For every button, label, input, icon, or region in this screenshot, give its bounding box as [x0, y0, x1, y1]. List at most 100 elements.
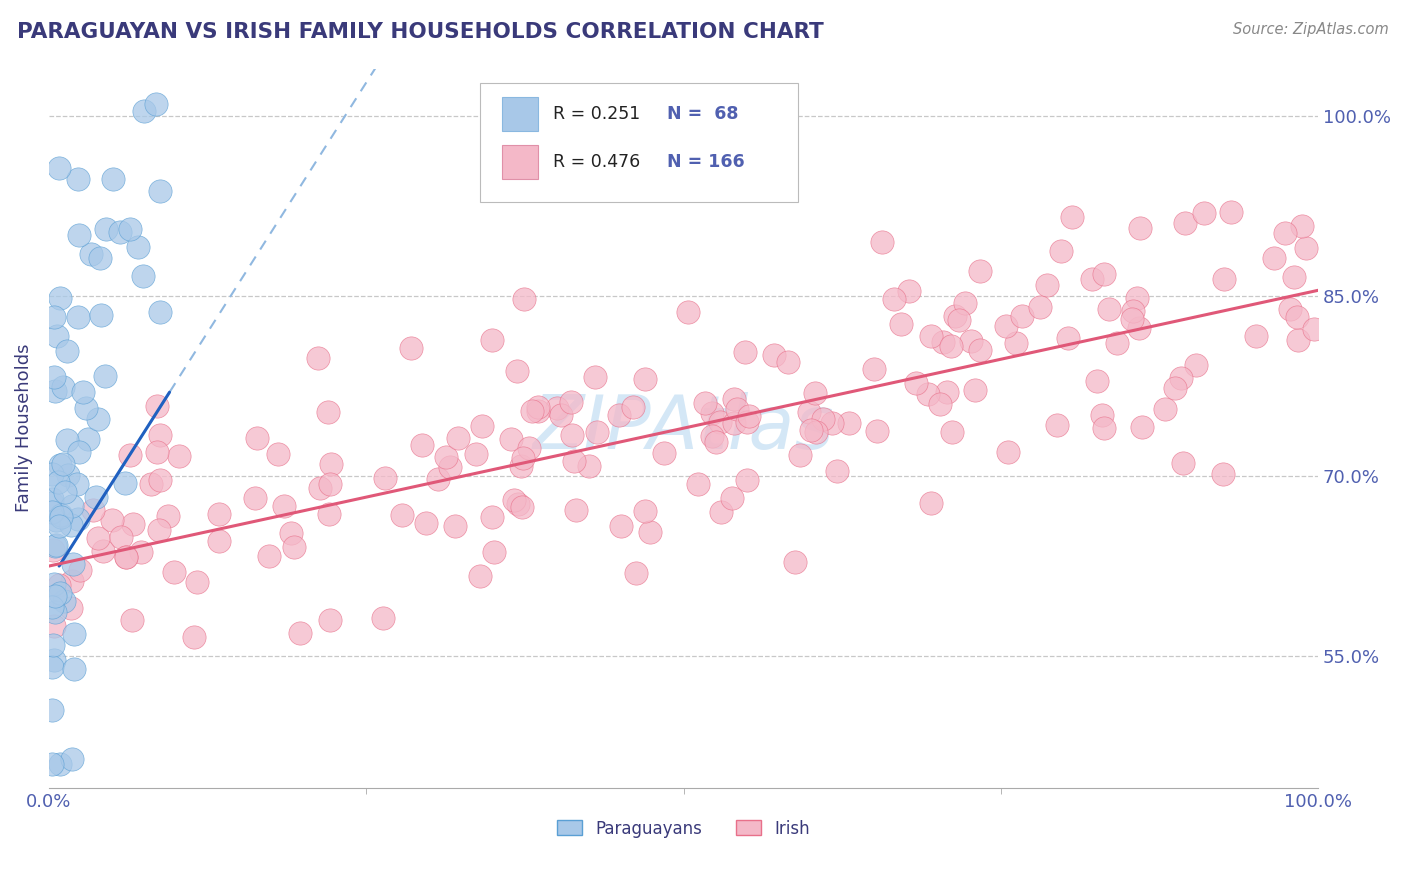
Point [1192, 206, 1215, 220]
Point [704, 435, 727, 450]
Point [56, 344, 79, 359]
Point [156, 509, 179, 524]
Y-axis label: Family Households: Family Households [15, 344, 32, 512]
Point [1286, 310, 1309, 325]
Point [89, 251, 111, 265]
Point [66, 172, 89, 186]
Text: PARAGUAYAN VS IRISH FAMILY HOUSEHOLDS CORRELATION CHART: PARAGUAYAN VS IRISH FAMILY HOUSEHOLDS CO… [17, 22, 824, 42]
Point [1121, 312, 1143, 326]
Point [1125, 292, 1147, 306]
Point [1128, 321, 1150, 335]
Point [447, 432, 470, 446]
Point [41, 467, 63, 481]
Point [51, 509, 73, 524]
Point [510, 458, 533, 473]
Point [994, 319, 1017, 334]
Point [920, 328, 942, 343]
Point [1005, 335, 1028, 350]
Point [1174, 216, 1197, 230]
Point [59, 518, 82, 533]
Point [676, 305, 699, 319]
Text: R = 0.476: R = 0.476 [553, 153, 640, 171]
Point [41, 703, 63, 717]
Point [838, 416, 860, 430]
Point [69, 562, 91, 576]
Point [1263, 251, 1285, 265]
Point [1291, 219, 1313, 233]
Point [969, 343, 991, 357]
Point [318, 405, 340, 419]
Point [60, 574, 83, 588]
Point [115, 549, 138, 564]
Point [75, 401, 97, 415]
Point [1087, 375, 1109, 389]
Point [503, 492, 526, 507]
Point [146, 445, 169, 459]
Point [953, 295, 976, 310]
Point [100, 513, 122, 527]
Point [1244, 329, 1267, 343]
Point [411, 438, 433, 452]
Point [58, 467, 80, 482]
Point [207, 508, 229, 522]
Point [118, 448, 141, 462]
Point [42, 542, 65, 557]
Point [67, 512, 90, 526]
Point [550, 408, 572, 422]
Point [737, 415, 759, 429]
Point [920, 496, 942, 510]
Point [1029, 300, 1052, 314]
Point [1036, 278, 1059, 293]
Point [481, 510, 503, 524]
Point [1279, 302, 1302, 317]
Point [969, 264, 991, 278]
Point [67, 228, 90, 243]
Point [640, 524, 662, 539]
Point [465, 447, 488, 461]
Point [811, 411, 834, 425]
Point [804, 425, 827, 440]
Point [1185, 359, 1208, 373]
Point [52, 380, 75, 394]
Point [997, 445, 1019, 459]
Point [621, 400, 644, 414]
Point [825, 464, 848, 478]
Point [904, 376, 927, 390]
Point [44, 540, 66, 554]
Bar [502, 145, 537, 179]
Point [49, 585, 72, 599]
Point [883, 292, 905, 306]
Point [1173, 456, 1195, 470]
Point [1212, 467, 1234, 482]
Point [48, 518, 70, 533]
Point [607, 409, 630, 423]
Point [1057, 331, 1080, 345]
Point [789, 449, 811, 463]
Point [49, 291, 72, 305]
Point [693, 396, 716, 410]
Point [948, 312, 970, 326]
Point [41, 496, 63, 510]
Point [710, 505, 733, 519]
Point [45, 538, 67, 552]
Point [870, 235, 893, 249]
Point [725, 401, 748, 416]
Point [127, 240, 149, 254]
Point [481, 333, 503, 347]
Point [468, 569, 491, 583]
Point [52, 457, 75, 471]
Point [149, 473, 172, 487]
Point [44, 605, 66, 619]
Point [439, 460, 461, 475]
Point [517, 441, 540, 455]
Point [42, 370, 65, 384]
Point [243, 491, 266, 505]
Point [1286, 334, 1309, 348]
Point [288, 625, 311, 640]
Point [62, 627, 84, 641]
Point [1122, 303, 1144, 318]
Point [917, 386, 939, 401]
Point [506, 497, 529, 511]
Point [146, 399, 169, 413]
FancyBboxPatch shape [481, 83, 797, 202]
